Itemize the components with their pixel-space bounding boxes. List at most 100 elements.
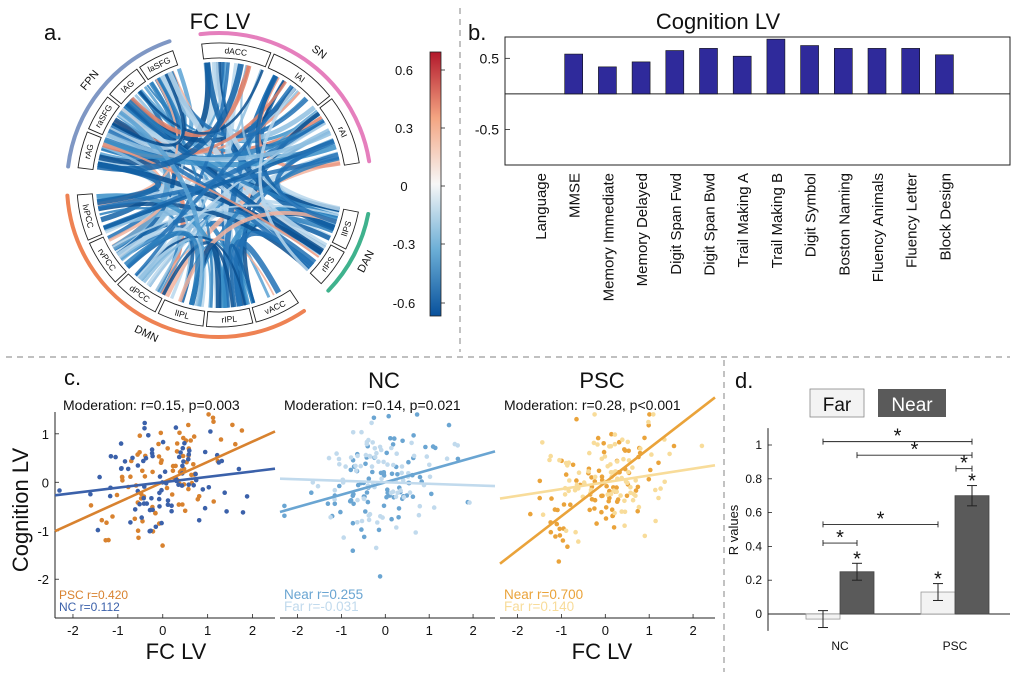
c-point — [210, 415, 216, 421]
c-xtick-label: 0 — [602, 623, 609, 638]
c-point — [608, 462, 613, 467]
c-point — [642, 533, 648, 539]
chord-link — [136, 122, 327, 278]
c-point — [208, 429, 213, 434]
c-point — [638, 446, 643, 451]
c-point — [200, 487, 206, 492]
c-xtick-label: 0 — [382, 623, 389, 638]
c-point — [114, 492, 120, 498]
c-point — [587, 507, 592, 513]
d-category-label: NC — [831, 639, 849, 653]
c-point — [400, 438, 405, 444]
chord-link — [96, 63, 244, 172]
panel-b-plot: 0.5 -0.5 Language MMSE Memory Immediate Memor… — [475, 38, 1010, 301]
chord-link — [274, 139, 337, 225]
d-category-label: PSC — [943, 639, 968, 653]
c-point — [467, 500, 472, 505]
c-point — [411, 453, 417, 459]
c-point — [653, 518, 658, 524]
d-bar — [954, 495, 990, 615]
c-point — [355, 497, 360, 503]
c-point — [646, 419, 651, 425]
panel-b-bar-chart: b. Cognition LV 0.5 -0.5 Language MMSE Memor… — [468, 9, 1011, 301]
c-point — [370, 469, 375, 475]
c-point — [394, 451, 400, 457]
c-point — [399, 464, 405, 469]
c-point — [122, 459, 128, 464]
panel-d-ylabel: R values — [726, 504, 741, 555]
c-point — [567, 478, 572, 483]
c-point — [158, 460, 164, 466]
c-point — [393, 494, 399, 500]
c-point — [381, 459, 386, 465]
c-point — [363, 461, 368, 467]
c-point — [130, 455, 135, 461]
c-point — [620, 437, 625, 443]
panel-c-scatter: c. Cognition LV FC LV FC LV NC PSC -2 -1 0… — [8, 365, 716, 664]
region-label: lIPS — [339, 219, 354, 237]
c-point — [647, 412, 652, 417]
c-point — [206, 485, 212, 490]
c-point — [149, 496, 154, 501]
c-point — [240, 510, 246, 515]
c-point — [385, 462, 390, 467]
panel-c-title-psc: PSC — [579, 368, 624, 393]
c-point — [374, 450, 379, 456]
c-point — [165, 446, 170, 451]
region-label: dACC — [224, 45, 248, 58]
c-point — [142, 420, 147, 426]
c-point — [653, 487, 658, 493]
d-ytick-label: 0.8 — [745, 472, 762, 486]
region-segment — [201, 42, 272, 68]
c-point — [137, 433, 143, 439]
c-point — [410, 494, 416, 500]
c-point — [334, 451, 339, 456]
c-point — [164, 485, 170, 491]
c-point — [549, 496, 554, 501]
c-point — [581, 480, 587, 485]
c-point — [616, 439, 622, 445]
c-point — [358, 463, 364, 469]
c-point — [169, 508, 174, 514]
legend-near-label: Near — [891, 395, 933, 416]
c-point — [180, 453, 186, 459]
c-point — [556, 559, 562, 564]
chord-link — [233, 230, 314, 307]
c-point — [156, 441, 161, 447]
c-point — [563, 528, 569, 534]
colorbar-gradient — [429, 51, 442, 317]
c-point — [548, 453, 553, 459]
c-point — [359, 429, 364, 435]
c-point — [540, 440, 545, 445]
c-point — [158, 430, 164, 436]
c-point — [119, 474, 125, 480]
c-point — [369, 464, 375, 469]
c-point — [180, 502, 185, 507]
c-point — [392, 436, 397, 441]
c-point — [537, 495, 542, 501]
d-ytick-label: 1 — [755, 438, 762, 452]
c-point — [601, 449, 607, 455]
c-point — [128, 520, 133, 525]
c-point — [557, 457, 562, 463]
c-moderation-text: Moderation: r=0.14, p=0.021 — [284, 397, 461, 413]
c-point — [574, 416, 579, 422]
region-segment — [251, 289, 300, 323]
c-point — [562, 492, 568, 497]
c-xtick-label: -2 — [292, 623, 304, 638]
b-ytick-label: 0.5 — [480, 50, 500, 66]
chord-link — [111, 73, 186, 147]
d-ytick-label: 0.6 — [745, 506, 762, 520]
c-point — [170, 463, 176, 469]
c-point — [136, 535, 141, 541]
c-point — [282, 513, 287, 519]
c-point — [389, 516, 394, 522]
c-point — [372, 455, 378, 460]
colorbar-tick-label: 0.6 — [395, 63, 413, 78]
c-point — [631, 491, 636, 497]
c-point — [455, 443, 461, 448]
c-point — [188, 438, 193, 443]
chord-link — [161, 241, 235, 308]
c-point — [658, 486, 663, 491]
chord-link — [98, 201, 310, 271]
